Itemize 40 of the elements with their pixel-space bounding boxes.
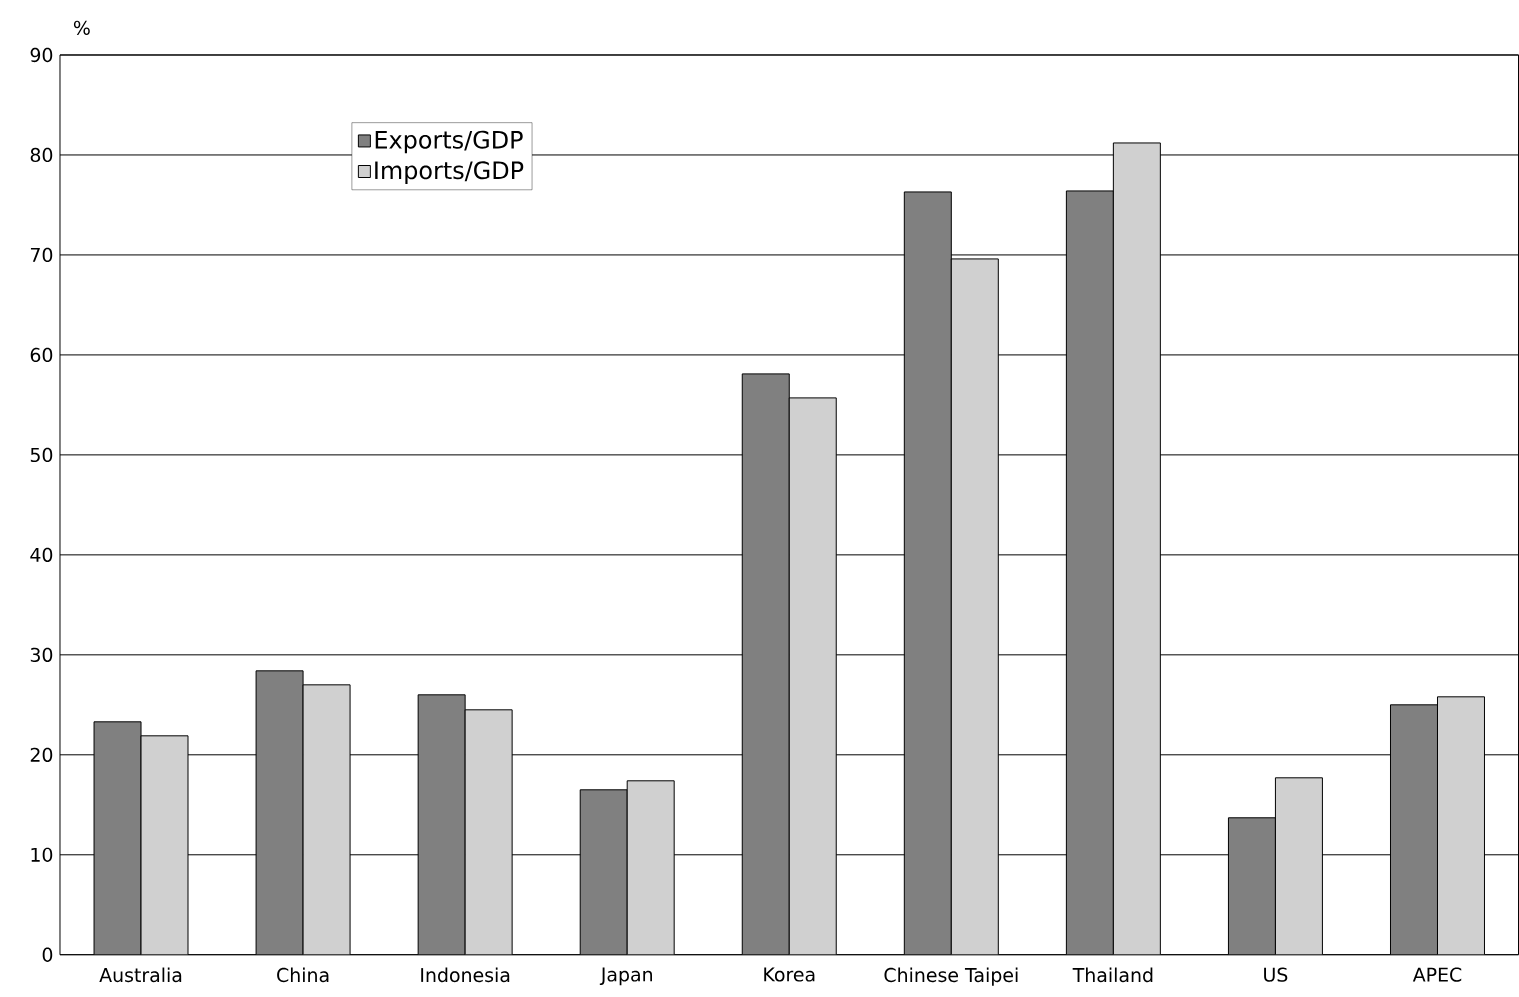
bar (302, 684, 351, 955)
x-tick-label: Thailand (1072, 967, 1153, 983)
bar (788, 397, 837, 955)
legend-label: Exports/GDP (375, 130, 523, 154)
y-axis-title: % (73, 20, 90, 36)
bar (1390, 704, 1438, 955)
bar (1227, 817, 1276, 955)
bar (255, 670, 304, 955)
bar (464, 709, 513, 955)
x-tick-label: Japan (599, 967, 652, 986)
bar (1065, 190, 1114, 955)
x-tick-label: China (277, 967, 329, 983)
x-tick-label: Korea (764, 967, 815, 982)
y-tick-label: 90 (30, 47, 53, 63)
bar (1274, 777, 1323, 955)
legend-label: Imports/GDP (375, 161, 524, 185)
bar (1112, 142, 1161, 955)
y-tick-label: 50 (30, 447, 53, 463)
y-tick-label: 80 (30, 147, 53, 163)
bar (417, 694, 466, 955)
y-tick-label: 60 (30, 347, 53, 363)
y-tick-label: 40 (30, 547, 53, 563)
x-tick-label: US (1264, 967, 1288, 982)
x-tick-label: Indonesia (421, 967, 510, 983)
y-tick-label: 70 (30, 247, 53, 263)
y-tick-label: 30 (30, 647, 53, 663)
bar (579, 789, 628, 955)
bar (903, 191, 952, 955)
x-tick-label: Chinese Taipei (884, 967, 1018, 986)
bar (741, 373, 790, 955)
bar (626, 780, 675, 955)
y-tick-label: 10 (31, 847, 53, 863)
bar (93, 721, 142, 955)
bar (140, 735, 189, 955)
bar (950, 258, 999, 955)
x-tick-label: Australia (99, 967, 182, 983)
x-tick-label: APEC (1412, 967, 1462, 982)
y-tick-label: 20 (30, 747, 53, 763)
bar (1436, 696, 1485, 955)
y-tick-label: 0 (42, 947, 53, 963)
